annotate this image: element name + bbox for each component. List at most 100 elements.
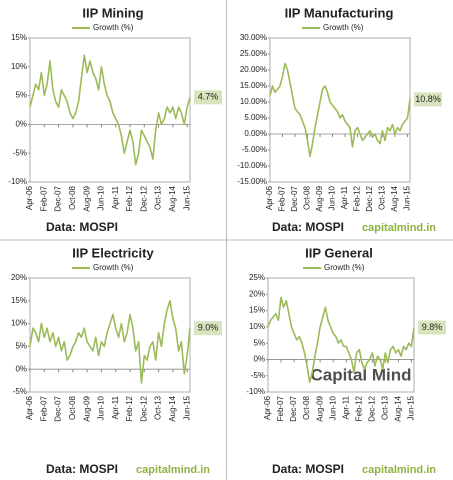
series-line	[269, 62, 411, 158]
y-tick-label: -10.00%	[237, 161, 267, 170]
x-tick-label: Apr-06	[265, 185, 274, 210]
x-tick-label: Oct-13	[154, 185, 163, 210]
end-label-box	[194, 321, 222, 336]
y-tick-label: -5%	[251, 371, 265, 380]
y-tick-label: 0%	[15, 364, 27, 373]
x-tick-label: Feb-07	[278, 185, 287, 211]
x-tick-label: Jun-10	[97, 185, 106, 210]
x-tick-label: Oct-08	[68, 185, 77, 210]
credit: capitalmind.in	[136, 464, 210, 476]
x-tick-label: Dec-12	[139, 395, 148, 421]
plot-frame	[269, 37, 411, 183]
y-tick-label: 5%	[15, 91, 27, 100]
x-tick-label: Feb-12	[353, 185, 362, 211]
y-tick-label: -5%	[13, 387, 27, 396]
end-label: 10.8%	[415, 94, 441, 104]
x-tick-label: Aug-09	[82, 185, 91, 211]
y-tick-label: 5%	[15, 342, 27, 351]
x-tick-label: Apr-11	[341, 395, 350, 419]
source: Data: MOSPI	[272, 462, 344, 476]
y-tick-label: -10%	[8, 177, 27, 186]
x-tick-label: Feb-12	[125, 185, 134, 211]
y-tick-label: -10%	[246, 387, 265, 396]
end-label-box	[194, 90, 222, 105]
y-tick-label: -15.00%	[237, 177, 267, 186]
x-tick-label: Oct-13	[378, 185, 387, 210]
y-tick-label: 20%	[249, 289, 265, 298]
x-tick-label: Oct-13	[380, 395, 389, 420]
chart-title: IIP Manufacturing	[285, 5, 394, 20]
x-tick-label: Apr-11	[111, 395, 120, 419]
y-tick-label: 15%	[249, 306, 265, 315]
x-tick-label: Aug-14	[168, 395, 177, 421]
credit: capitalmind.in	[362, 222, 436, 234]
y-tick-label: 10%	[11, 62, 27, 71]
x-tick-label: Apr-06	[25, 395, 34, 420]
x-tick-label: Aug-09	[315, 395, 324, 421]
plot-frame	[29, 37, 191, 183]
x-tick-label: Feb-07	[276, 395, 285, 421]
chart-title: IIP Electricity	[72, 245, 154, 260]
x-tick-label: Oct-08	[303, 185, 312, 210]
x-tick-label: Feb-07	[39, 185, 48, 211]
x-tick-label: Jun-10	[328, 185, 337, 210]
legend-label: Growth (%)	[93, 23, 134, 32]
y-tick-label: 5.00%	[244, 113, 267, 122]
end-label-box	[414, 92, 442, 107]
series-line	[29, 54, 191, 166]
watermark: Capital Mind	[310, 365, 411, 384]
y-tick-label: 20%	[11, 273, 27, 282]
x-tick-label: Oct-08	[302, 395, 311, 420]
x-tick-label: Dec-12	[139, 185, 148, 211]
x-tick-label: Feb-12	[125, 395, 134, 421]
y-tick-label: 10%	[249, 322, 265, 331]
y-tick-label: 15.00%	[240, 81, 267, 90]
end-label: 9.0%	[198, 323, 219, 333]
x-tick-label: Dec-07	[289, 395, 298, 421]
y-tick-label: 0%	[15, 120, 27, 129]
y-tick-label: 15%	[11, 33, 27, 42]
plot-frame	[267, 277, 415, 393]
source: Data: MOSPI	[46, 462, 118, 476]
x-tick-label: Dec-12	[367, 395, 376, 421]
y-tick-label: 30.00%	[240, 33, 267, 42]
x-tick-label: Jun-15	[182, 395, 191, 420]
x-tick-label: Oct-08	[68, 395, 77, 420]
x-tick-label: Apr-11	[340, 185, 349, 209]
source: Data: MOSPI	[272, 220, 344, 234]
x-tick-label: Feb-12	[354, 395, 363, 421]
x-tick-label: Apr-11	[111, 185, 120, 209]
credit: capitalmind.in	[362, 464, 436, 476]
x-tick-label: Aug-09	[82, 395, 91, 421]
x-tick-label: Aug-09	[315, 185, 324, 211]
y-tick-label: 25.00%	[240, 49, 267, 58]
y-tick-label: 15%	[11, 296, 27, 305]
x-tick-label: Dec-12	[365, 185, 374, 211]
chart-title: IIP Mining	[82, 5, 143, 20]
y-tick-label: 5%	[253, 338, 265, 347]
x-tick-label: Aug-14	[393, 395, 402, 421]
source: Data: MOSPI	[46, 220, 118, 234]
y-tick-label: 0%	[253, 355, 265, 364]
x-tick-label: Jun-10	[97, 395, 106, 420]
y-tick-label: 10.00%	[240, 97, 267, 106]
legend-label: Growth (%)	[93, 263, 134, 272]
series-line	[29, 300, 191, 384]
x-tick-label: Apr-06	[25, 185, 34, 210]
chart-title: IIP General	[305, 245, 373, 260]
y-tick-label: -5.00%	[242, 145, 267, 154]
end-label: 4.7%	[198, 92, 219, 102]
legend-label: Growth (%)	[324, 263, 365, 272]
end-label: 9.8%	[422, 322, 443, 332]
x-tick-label: Apr-06	[263, 395, 272, 420]
series-line	[267, 296, 415, 383]
x-tick-label: Dec-07	[54, 185, 63, 211]
x-tick-label: Oct-13	[154, 395, 163, 420]
y-tick-label: 10%	[11, 319, 27, 328]
x-tick-label: Feb-07	[39, 395, 48, 421]
x-tick-label: Jun-15	[407, 395, 416, 420]
end-label-box	[418, 320, 446, 335]
x-tick-label: Aug-14	[168, 185, 177, 211]
x-tick-label: Jun-15	[403, 185, 412, 210]
legend-label: Growth (%)	[323, 23, 364, 32]
